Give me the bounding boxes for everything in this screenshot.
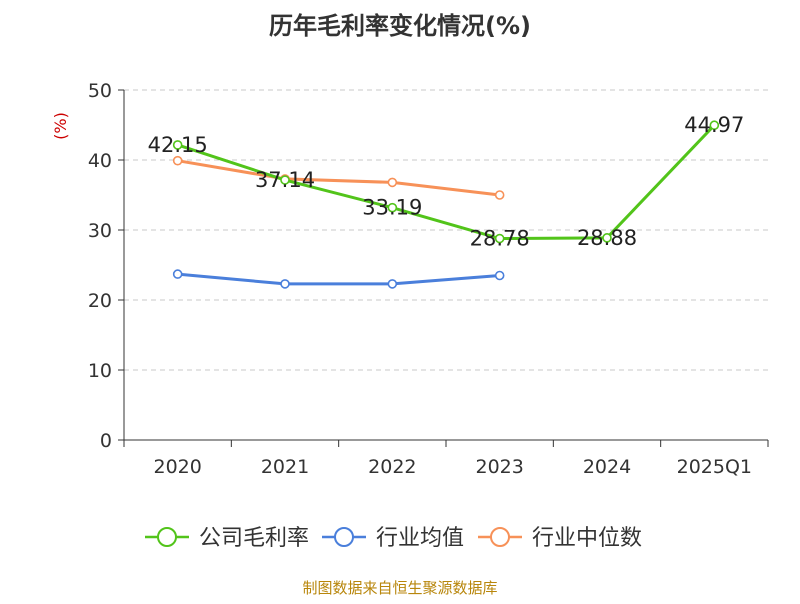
legend-circle-marker	[157, 527, 177, 547]
data-point[interactable]	[280, 279, 290, 289]
y-tick-label: 10	[88, 360, 112, 382]
data-point[interactable]	[172, 140, 183, 150]
y-axis-label: (%)	[51, 112, 70, 140]
legend-label: 公司毛利率	[199, 526, 309, 551]
data-label: 42.15	[148, 133, 208, 157]
data-point[interactable]	[387, 202, 398, 213]
data-point[interactable]	[709, 120, 720, 131]
legend-circle-marker	[334, 527, 354, 547]
series-line	[176, 123, 716, 241]
axis-layer: 0 10 20 30 40 50 2020 2021 2022 2023 2024 2025Q1	[88, 80, 769, 478]
legend-item-0[interactable]: 公司毛利率	[145, 526, 309, 551]
y-tick-label: 50	[88, 80, 112, 102]
data-point[interactable]	[494, 233, 505, 244]
x-tick-label: 2023	[475, 456, 523, 478]
source-note: 制图数据来自恒生聚源数据库	[302, 579, 497, 597]
data-point[interactable]	[280, 175, 290, 185]
data-point[interactable]	[494, 270, 505, 281]
data-point[interactable]	[387, 177, 398, 188]
chart-title: 历年毛利率变化情况(%)	[269, 12, 531, 40]
y-tick-label: 20	[88, 290, 112, 312]
data-label: 28.88	[577, 226, 637, 250]
series-layer	[172, 120, 720, 289]
legend-circle-marker	[490, 527, 510, 547]
data-label-layer: 42.15 37.14 33.19 28.78 28.88 44.97	[148, 113, 745, 250]
data-point[interactable]	[602, 233, 612, 243]
y-tick-label: 40	[88, 150, 112, 172]
legend-label: 行业中位数	[532, 526, 642, 551]
legend-label: 行业均值	[376, 526, 464, 551]
data-label: 44.97	[684, 113, 744, 137]
data-label: 37.14	[255, 168, 315, 192]
x-tick-label: 2020	[153, 456, 201, 478]
x-tick-label: 2021	[261, 456, 309, 478]
x-tick-label: 2025Q1	[677, 456, 752, 478]
legend-item-2[interactable]: 行业中位数	[478, 526, 642, 551]
series-line	[176, 272, 502, 286]
data-label: 33.19	[362, 196, 422, 220]
x-tick-label: 2024	[583, 456, 631, 478]
data-point[interactable]	[494, 190, 505, 200]
series-0	[172, 120, 720, 244]
data-label: 28.78	[470, 227, 530, 251]
legend-item-1[interactable]: 行业均值	[322, 526, 464, 551]
data-point[interactable]	[172, 269, 183, 279]
series-1	[172, 269, 505, 289]
series-line	[176, 159, 502, 197]
y-tick-label: 0	[100, 430, 112, 452]
x-tick-label: 2022	[368, 456, 416, 478]
grid-layer	[124, 89, 768, 371]
data-point[interactable]	[172, 155, 183, 166]
legend: 公司毛利率 行业均值 行业中位数	[145, 526, 642, 551]
data-point[interactable]	[387, 279, 398, 289]
y-tick-label: 30	[88, 220, 112, 242]
